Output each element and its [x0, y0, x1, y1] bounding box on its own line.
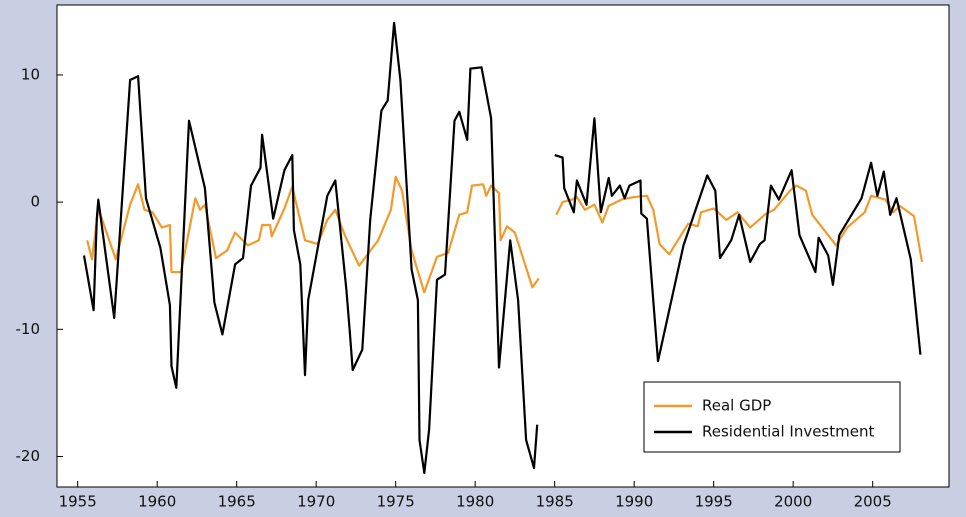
x-tick-label: 1955: [59, 493, 97, 511]
x-tick-label: 1965: [218, 493, 256, 511]
y-tick-label: 0: [30, 193, 40, 211]
x-tick-label: 1960: [138, 493, 176, 511]
legend-label: Real GDP: [702, 397, 771, 415]
x-tick-label: 1985: [536, 493, 574, 511]
x-tick-label: 1995: [695, 493, 733, 511]
x-tick-label: 2005: [854, 493, 892, 511]
y-tick-label: -10: [16, 320, 41, 338]
x-tick-label: 1970: [297, 493, 335, 511]
data-line: [86, 175, 924, 294]
x-tick-label: 1980: [456, 493, 494, 511]
data-line: [82, 21, 922, 475]
y-tick-label: -20: [16, 447, 41, 465]
x-tick-label: 1975: [377, 493, 415, 511]
x-tick-label: 2000: [774, 493, 812, 511]
x-tick-label: 1990: [615, 493, 653, 511]
legend-label: Residential Investment: [702, 423, 874, 441]
y-tick-label: 10: [21, 65, 40, 83]
legend-box: [643, 381, 901, 453]
